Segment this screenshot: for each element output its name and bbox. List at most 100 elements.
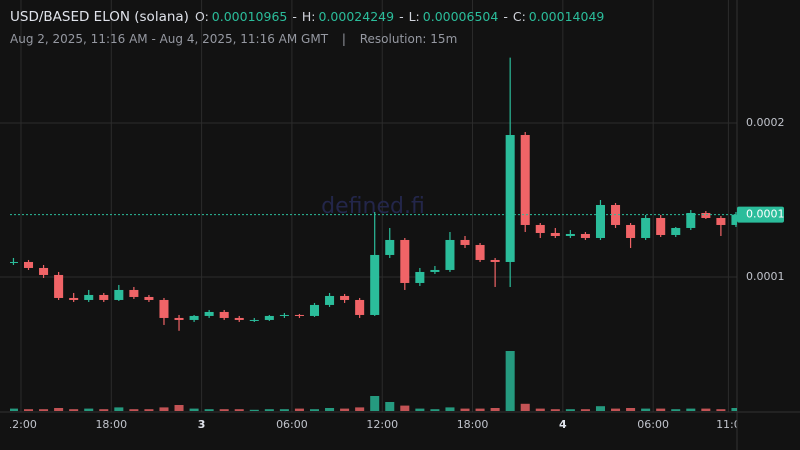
candle-body bbox=[686, 212, 696, 228]
volume-bar bbox=[686, 408, 696, 411]
x-tick-label: 12:00 bbox=[5, 418, 37, 431]
plot bbox=[10, 57, 737, 411]
volume-bar bbox=[129, 409, 139, 411]
stat-value: 0.00014049 bbox=[528, 9, 605, 24]
volume-bar bbox=[611, 408, 621, 411]
candle-body bbox=[671, 227, 681, 235]
volume-bar bbox=[84, 408, 94, 411]
x-tick-label: 18:00 bbox=[95, 418, 127, 431]
volume-bar bbox=[385, 402, 395, 411]
candle-body bbox=[505, 135, 515, 262]
volume-bar bbox=[294, 408, 304, 411]
candle-body bbox=[144, 296, 154, 300]
candle-body bbox=[39, 267, 49, 275]
candle-body bbox=[626, 224, 636, 238]
candle-body bbox=[99, 294, 109, 300]
volume-bar bbox=[505, 351, 515, 411]
candle-body bbox=[340, 295, 350, 300]
candle-body bbox=[129, 289, 139, 297]
x-tick-label: 06:00 bbox=[637, 418, 669, 431]
candle-body bbox=[370, 254, 380, 315]
x-tick-label: 4 bbox=[559, 418, 567, 431]
candle-body bbox=[294, 314, 304, 316]
volume-bar bbox=[99, 409, 109, 411]
volume-bar bbox=[204, 409, 214, 411]
candle-body bbox=[234, 317, 244, 320]
volume-bar bbox=[249, 409, 259, 411]
candle-body bbox=[430, 269, 440, 272]
stat-value: 0.00006504 bbox=[422, 9, 499, 24]
stat-value: 0.00024249 bbox=[318, 9, 395, 24]
resolution: Resolution: 15m bbox=[359, 32, 458, 46]
pair-title: USD/BASED ELON (solana) bbox=[10, 9, 189, 25]
volume-bar bbox=[580, 409, 590, 411]
volume-bar bbox=[656, 408, 666, 411]
stat-separator: - bbox=[292, 9, 297, 24]
stat-label: L: bbox=[408, 9, 420, 24]
volume-bar bbox=[189, 408, 199, 411]
volume-bar bbox=[370, 396, 380, 411]
stat-value: 0.00010965 bbox=[211, 9, 288, 24]
y-tick-label: 0.0002 bbox=[746, 116, 785, 129]
candle-body bbox=[731, 214, 737, 225]
candle-body bbox=[249, 319, 259, 321]
stat-label: O: bbox=[194, 9, 209, 24]
candle-body bbox=[490, 259, 500, 262]
x-tick-label: 12:00 bbox=[366, 418, 398, 431]
volume-bar bbox=[550, 409, 560, 411]
candle-body bbox=[264, 315, 274, 320]
candle-body bbox=[174, 317, 184, 320]
x-tick-label: 3 bbox=[198, 418, 206, 431]
volume-bar bbox=[400, 405, 410, 411]
volume-bar bbox=[144, 409, 154, 411]
volume-bar bbox=[445, 407, 455, 411]
volume-bar bbox=[219, 409, 229, 411]
stat-separator: - bbox=[399, 9, 404, 24]
candle-body bbox=[54, 274, 64, 298]
candle-body bbox=[219, 311, 229, 318]
candle-body bbox=[189, 315, 199, 320]
x-tick-label: 18:00 bbox=[457, 418, 489, 431]
volume-bar bbox=[114, 407, 124, 411]
volume-bar bbox=[731, 408, 737, 411]
candle-body bbox=[204, 311, 214, 316]
volume-bar bbox=[626, 408, 636, 411]
candle-body bbox=[595, 204, 605, 238]
candle-body bbox=[701, 212, 711, 218]
candle-body bbox=[114, 289, 124, 300]
candle-body bbox=[385, 239, 395, 255]
subheader: Aug 2, 2025, 11:16 AM - Aug 4, 2025, 11:… bbox=[10, 32, 467, 46]
volume-bar bbox=[490, 408, 500, 411]
volume-bar bbox=[565, 409, 575, 411]
volume-bar bbox=[69, 409, 79, 411]
volume-bar bbox=[174, 405, 184, 411]
candle-body bbox=[84, 294, 94, 300]
candle-body bbox=[565, 233, 575, 236]
candle-body bbox=[400, 239, 410, 283]
watermark: defined.fi bbox=[321, 194, 425, 219]
volume-bar bbox=[415, 408, 425, 411]
volume-bar bbox=[39, 409, 49, 411]
volume-bar bbox=[595, 406, 605, 411]
candle-body bbox=[460, 239, 470, 245]
volume-bar bbox=[430, 409, 440, 411]
candle-body bbox=[69, 297, 79, 300]
candle-body bbox=[641, 217, 651, 238]
volume-bar bbox=[340, 408, 350, 411]
header: USD/BASED ELON (solana) O: 0.00010965- H: 0.… bbox=[10, 9, 604, 25]
candle-body bbox=[550, 232, 560, 236]
candle-body bbox=[520, 135, 530, 225]
candle-body bbox=[159, 299, 169, 318]
volume-bar bbox=[671, 409, 681, 411]
volume-bar bbox=[460, 408, 470, 411]
volume-bar bbox=[325, 408, 335, 411]
x-tick-label: 06:00 bbox=[276, 418, 308, 431]
volume-bar bbox=[159, 407, 169, 411]
volume-bar bbox=[355, 407, 365, 411]
volume-bar bbox=[23, 409, 34, 411]
volume-bar bbox=[309, 409, 320, 411]
candle-body bbox=[415, 271, 425, 283]
volume-bar bbox=[54, 408, 64, 411]
